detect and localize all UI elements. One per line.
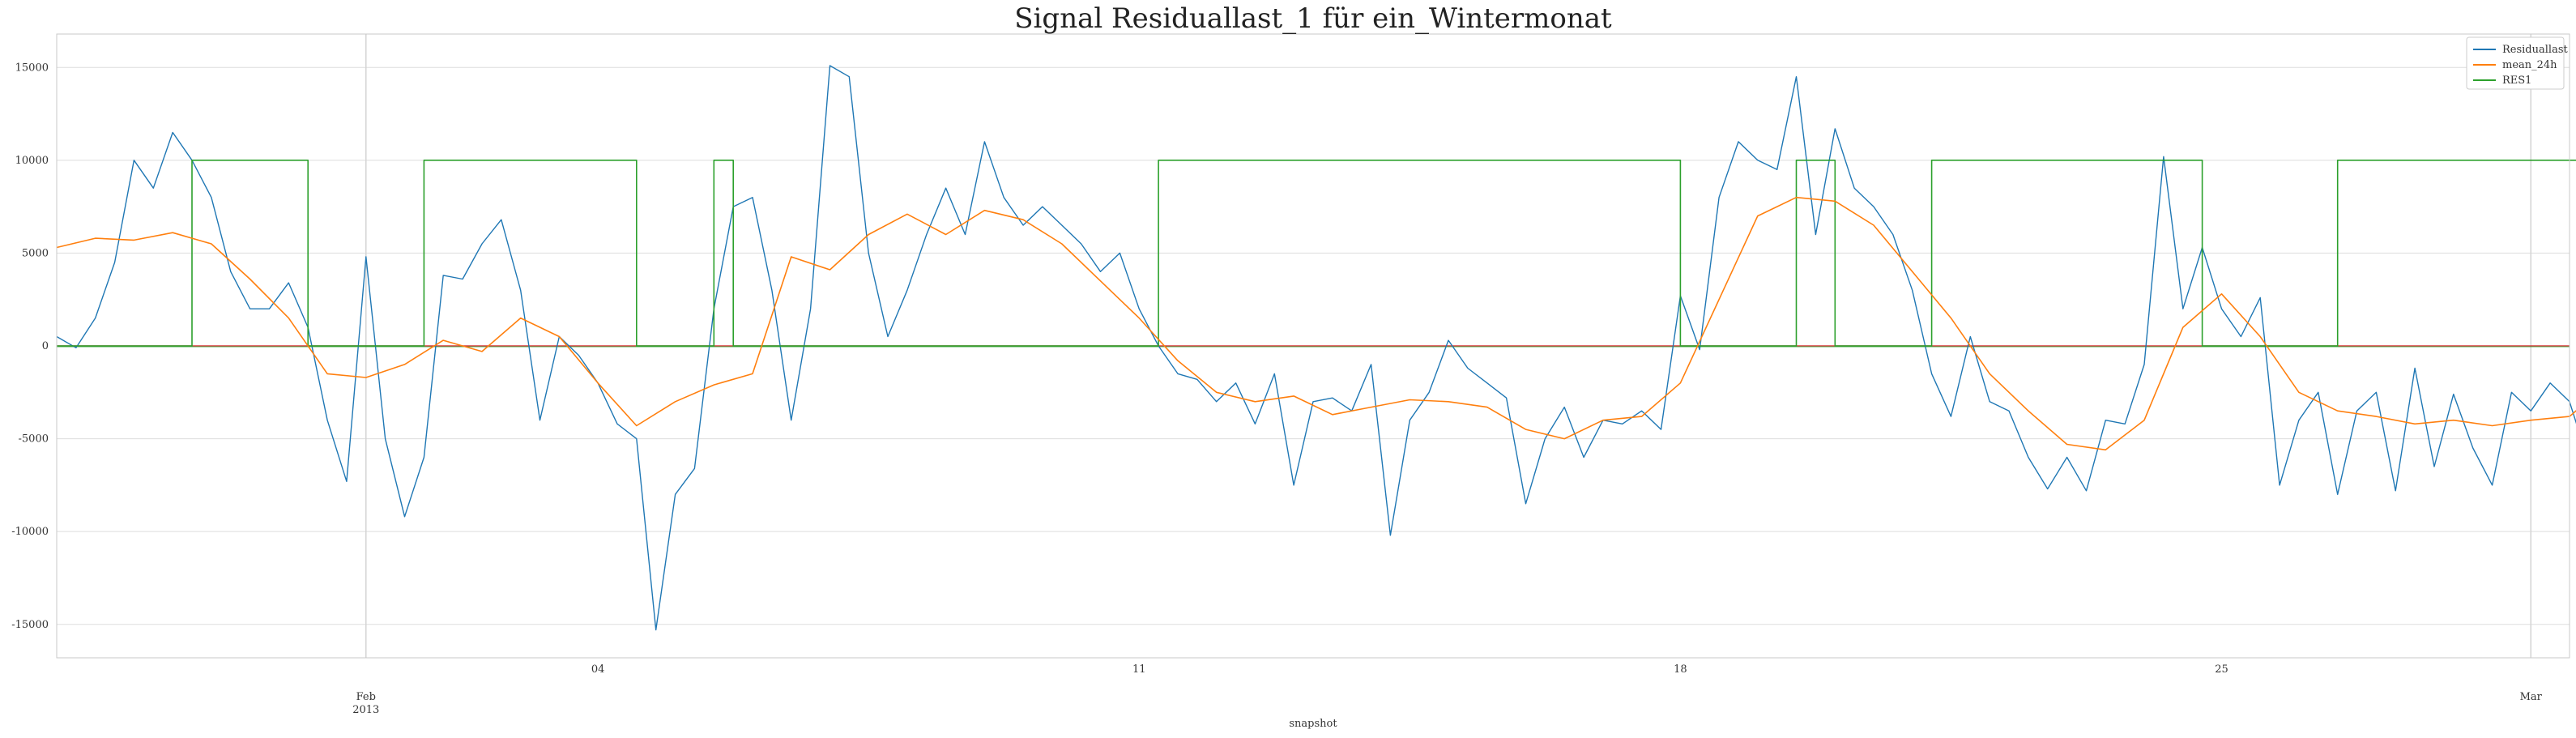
x-tick-label-major: Mar [2520, 691, 2543, 703]
series-line-residuallast [56, 65, 2576, 631]
y-tick-label: -10000 [11, 526, 49, 538]
y-tick-label: 15000 [15, 62, 49, 74]
x-axis-label: snapshot [1289, 718, 1337, 730]
x-tick-label-minor: 04 [591, 663, 605, 676]
x-tick-label-minor: 25 [2215, 663, 2228, 676]
legend-label: Residuallast [2502, 44, 2568, 56]
chart-title: Signal Residuallast_1 für ein_Wintermona… [1014, 2, 1612, 35]
y-tick-labels: -15000 -10000 -5000 0 5000 10000 15000 [11, 62, 49, 631]
x-tick-label-major: Feb [356, 691, 376, 703]
y-tick-label: -5000 [19, 433, 49, 446]
x-tick-label-minor: 18 [1674, 663, 1687, 676]
y-tick-label: 5000 [22, 247, 49, 259]
reference-lines [57, 345, 2570, 348]
y-tick-label: -15000 [11, 619, 49, 631]
series-layer [56, 65, 2576, 631]
legend: Residuallast mean_24h RES1 [2466, 36, 2568, 90]
series-line-res1 [57, 160, 2576, 347]
legend-label: RES1 [2502, 75, 2531, 87]
plot-frame [56, 33, 2570, 659]
x-tick-sublabel: 2013 [352, 704, 379, 716]
legend-label: mean_24h [2502, 59, 2557, 71]
y-tick-label: 0 [42, 340, 49, 352]
y-tick-label: 10000 [15, 155, 49, 167]
series-line-mean-24h [56, 196, 2576, 451]
x-tick-label-minor: 11 [1132, 663, 1146, 676]
